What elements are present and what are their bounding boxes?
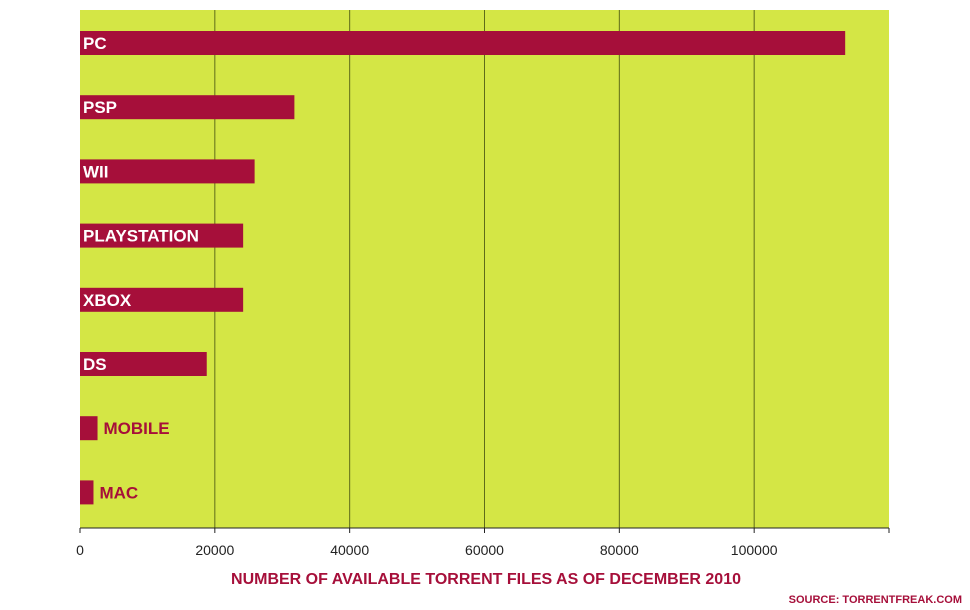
bar-wii — [80, 159, 255, 184]
bars — [80, 31, 846, 505]
x-axis-title: NUMBER OF AVAILABLE TORRENT FILES AS OF … — [231, 571, 741, 588]
x-tick-label: 80000 — [600, 542, 639, 558]
x-tick-label: 100000 — [731, 542, 778, 558]
bar-label-psp: PSP — [83, 98, 117, 117]
bar-labels: PC PSP WII PLAYSTATION XBOX DS MOBILE MAC — [83, 34, 199, 502]
x-ticks: 0 20000 40000 60000 80000 100000 — [76, 528, 890, 558]
bar-psp — [80, 95, 295, 120]
x-tick-label: 40000 — [330, 542, 369, 558]
bar-label-ds: DS — [83, 355, 107, 374]
bar-label-playstation: PLAYSTATION — [83, 227, 199, 246]
bar-label-mobile: MOBILE — [104, 419, 170, 438]
source-label: SOURCE: TORRENTFREAK.COM — [789, 594, 962, 606]
bar-label-pc: PC — [83, 34, 107, 53]
x-tick-label: 60000 — [465, 542, 504, 558]
bar-label-xbox: XBOX — [83, 291, 132, 310]
x-tick-label: 0 — [76, 542, 84, 558]
bar-mac — [80, 480, 94, 505]
bar-label-wii: WII — [83, 162, 109, 181]
x-tick-label: 20000 — [195, 542, 234, 558]
bar-mobile — [80, 416, 98, 441]
bar-xbox — [80, 287, 244, 312]
bar-label-mac: MAC — [99, 483, 138, 502]
bar-pc — [80, 31, 846, 55]
bar-ds — [80, 352, 207, 376]
bar-playstation — [80, 223, 244, 248]
